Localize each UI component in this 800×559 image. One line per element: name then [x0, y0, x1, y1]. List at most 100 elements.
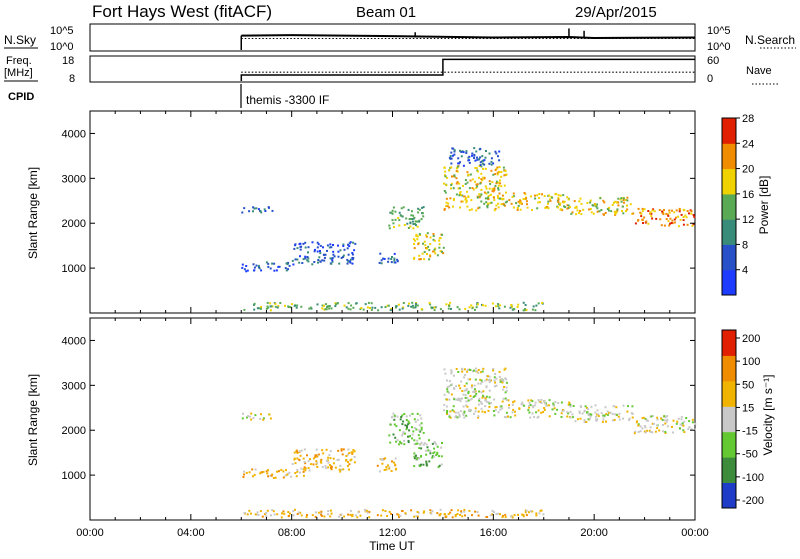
echo-cell	[428, 439, 430, 442]
echo-cell	[433, 455, 436, 458]
echo-cell	[544, 402, 546, 405]
echo-cell	[459, 206, 462, 209]
echo-cell	[484, 156, 487, 159]
echo-cell	[422, 511, 425, 514]
echo-cell	[473, 369, 475, 372]
echo-cell	[395, 467, 398, 470]
echo-cell	[464, 394, 467, 397]
echo-cell	[651, 209, 654, 212]
echo-cell	[666, 418, 669, 421]
echo-cell	[329, 243, 332, 246]
echo-cell	[250, 512, 252, 515]
echo-cell	[626, 410, 629, 413]
echo-cell	[614, 200, 617, 203]
echo-cell	[248, 471, 251, 474]
echo-cell	[275, 269, 278, 272]
echo-cell	[453, 150, 456, 153]
echo-cell	[385, 466, 388, 468]
echo-cell	[621, 205, 624, 208]
echo-cell	[504, 397, 507, 400]
echo-cell	[458, 398, 461, 401]
echo-cell	[415, 459, 418, 461]
echo-cell	[461, 150, 464, 153]
echo-cell	[450, 372, 453, 375]
echo-cell	[413, 465, 416, 468]
echo-cell	[688, 420, 691, 423]
echo-cell	[488, 381, 491, 384]
echo-cell	[302, 474, 305, 477]
echo-cell	[464, 514, 466, 517]
echo-cell	[587, 414, 590, 416]
echo-cell	[457, 411, 460, 414]
echo-cell	[280, 468, 283, 471]
echo-cell	[396, 260, 399, 263]
echo-cell	[484, 167, 487, 170]
echo-cell	[566, 196, 569, 199]
echo-cell	[492, 511, 495, 514]
echo-cell	[595, 419, 598, 422]
echo-cell	[479, 156, 482, 159]
echo-cell	[384, 510, 387, 512]
echo-cell	[363, 508, 366, 511]
echo-cell	[498, 370, 501, 373]
echo-cell	[343, 515, 346, 518]
echo-cell	[647, 210, 650, 212]
echo-cell	[418, 220, 421, 223]
echo-cell	[411, 210, 413, 213]
echo-cell	[455, 167, 458, 170]
echo-cell	[667, 220, 670, 223]
echo-cell	[434, 442, 437, 444]
echo-cell	[477, 158, 480, 161]
echo-cell	[651, 431, 654, 434]
echo-cell	[428, 249, 431, 252]
echo-cell	[274, 305, 277, 308]
echo-cell	[406, 425, 408, 427]
echo-cell	[457, 399, 460, 402]
echo-cell	[632, 212, 635, 215]
echo-cell	[265, 512, 268, 515]
echo-cell	[485, 192, 488, 195]
echo-cell	[594, 415, 597, 418]
echo-cell	[640, 215, 643, 218]
echo-cell	[414, 239, 416, 242]
nave-label: Nave	[746, 65, 772, 77]
echo-cell	[349, 261, 352, 264]
echo-cell	[289, 306, 292, 309]
echo-cell	[504, 377, 507, 380]
echo-cell	[641, 207, 644, 210]
echo-cell	[296, 304, 299, 307]
echo-cell	[446, 411, 448, 414]
echo-cell	[487, 409, 490, 412]
echo-cell	[317, 243, 320, 246]
echo-cell	[488, 375, 491, 378]
y-tick-label: 2000	[62, 218, 86, 230]
echo-cell	[457, 162, 460, 165]
echo-cell	[481, 381, 484, 384]
echo-cell	[475, 183, 478, 186]
echo-cell	[617, 204, 620, 207]
velocity-colorbar-label: Velocity [m s⁻¹]	[761, 374, 775, 455]
echo-cell	[450, 307, 452, 310]
cpid-value: themis -3300 IF	[246, 93, 329, 107]
echo-cell	[486, 205, 489, 207]
echo-cell	[524, 308, 527, 310]
echo-cell	[692, 223, 695, 226]
colorbar-segment	[722, 406, 736, 433]
echo-cell	[343, 248, 346, 251]
echo-cell	[622, 417, 625, 420]
echo-cell	[355, 302, 358, 305]
echo-cell	[448, 206, 451, 209]
echo-cell	[430, 306, 433, 309]
echo-cell	[425, 462, 428, 465]
echo-cell	[493, 196, 495, 199]
echo-cell	[352, 306, 355, 309]
echo-cell	[508, 406, 510, 409]
echo-cell	[319, 260, 322, 263]
echo-cell	[490, 169, 493, 172]
echo-cell	[399, 514, 402, 517]
echo-cell	[492, 368, 495, 370]
echo-cell	[686, 210, 689, 213]
echo-cell	[328, 454, 331, 456]
echo-cell	[500, 175, 503, 178]
echo-cell	[639, 430, 642, 433]
